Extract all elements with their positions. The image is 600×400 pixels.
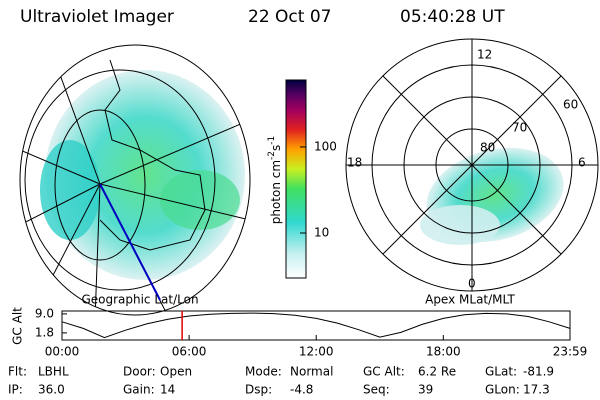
info-label: Flt: [8, 365, 27, 379]
mlt-label: 12 [477, 48, 492, 62]
geo-map [20, 45, 250, 315]
info-value: 39 [418, 383, 433, 397]
info-label: GLon: [485, 383, 520, 397]
lat-label: 70 [512, 121, 527, 135]
x-tick-label: 18:00 [426, 345, 461, 359]
info-label: Dsp: [245, 383, 272, 397]
mlt-label: 18 [347, 156, 362, 170]
x-tick-label: 23:59 [553, 345, 588, 359]
info-label: Seq: [363, 383, 390, 397]
info-label: GC Alt: [363, 365, 405, 379]
info-value: Normal [290, 365, 333, 379]
altitude-curve [61, 312, 571, 339]
x-tick-label: 06:00 [172, 345, 207, 359]
lat-label: 60 [563, 98, 578, 112]
info-value: 36.0 [38, 383, 65, 397]
date: 22 Oct 07 [248, 7, 331, 27]
x-tick-label: 12:00 [299, 345, 334, 359]
info-value: 17.3 [523, 383, 550, 397]
info-label: GLat: [485, 365, 517, 379]
time: 05:40:28 UT [400, 7, 505, 27]
info-label: Mode: [245, 365, 282, 379]
info-value: LBHL [38, 365, 69, 379]
lat-label: 80 [480, 141, 495, 155]
info-value: Open [160, 365, 192, 379]
info-label: Door: [123, 365, 156, 379]
info-label: Gain: [123, 383, 155, 397]
x-tick-label: 00:00 [45, 345, 80, 359]
mlt-label: 6 [578, 156, 586, 170]
info-value: -4.8 [290, 383, 313, 397]
info-label: IP: [8, 383, 23, 397]
polar-grid [345, 38, 599, 292]
colorbar-tick-label: 100 [314, 139, 337, 153]
timeline-y-label: GC Alt [11, 307, 25, 345]
mlt-label: 0 [468, 277, 476, 291]
colorbar-tick-label: 10 [314, 226, 329, 240]
colorbar [285, 79, 307, 279]
info-value: 6.2 Re [418, 365, 456, 379]
y-tick-label: 1.8 [35, 325, 54, 339]
info-value: 14 [160, 383, 175, 397]
polar-map [420, 147, 564, 245]
y-tick-label: 9.0 [35, 306, 54, 320]
left-panel-label: Geographic Lat/Lon [81, 293, 198, 307]
info-value: -81.9 [523, 365, 554, 379]
instrument: Ultraviolet Imager [20, 7, 174, 27]
right-panel-label: Apex MLat/MLT [425, 293, 515, 307]
colorbar-label: photon cm-2s-1 [267, 136, 283, 225]
